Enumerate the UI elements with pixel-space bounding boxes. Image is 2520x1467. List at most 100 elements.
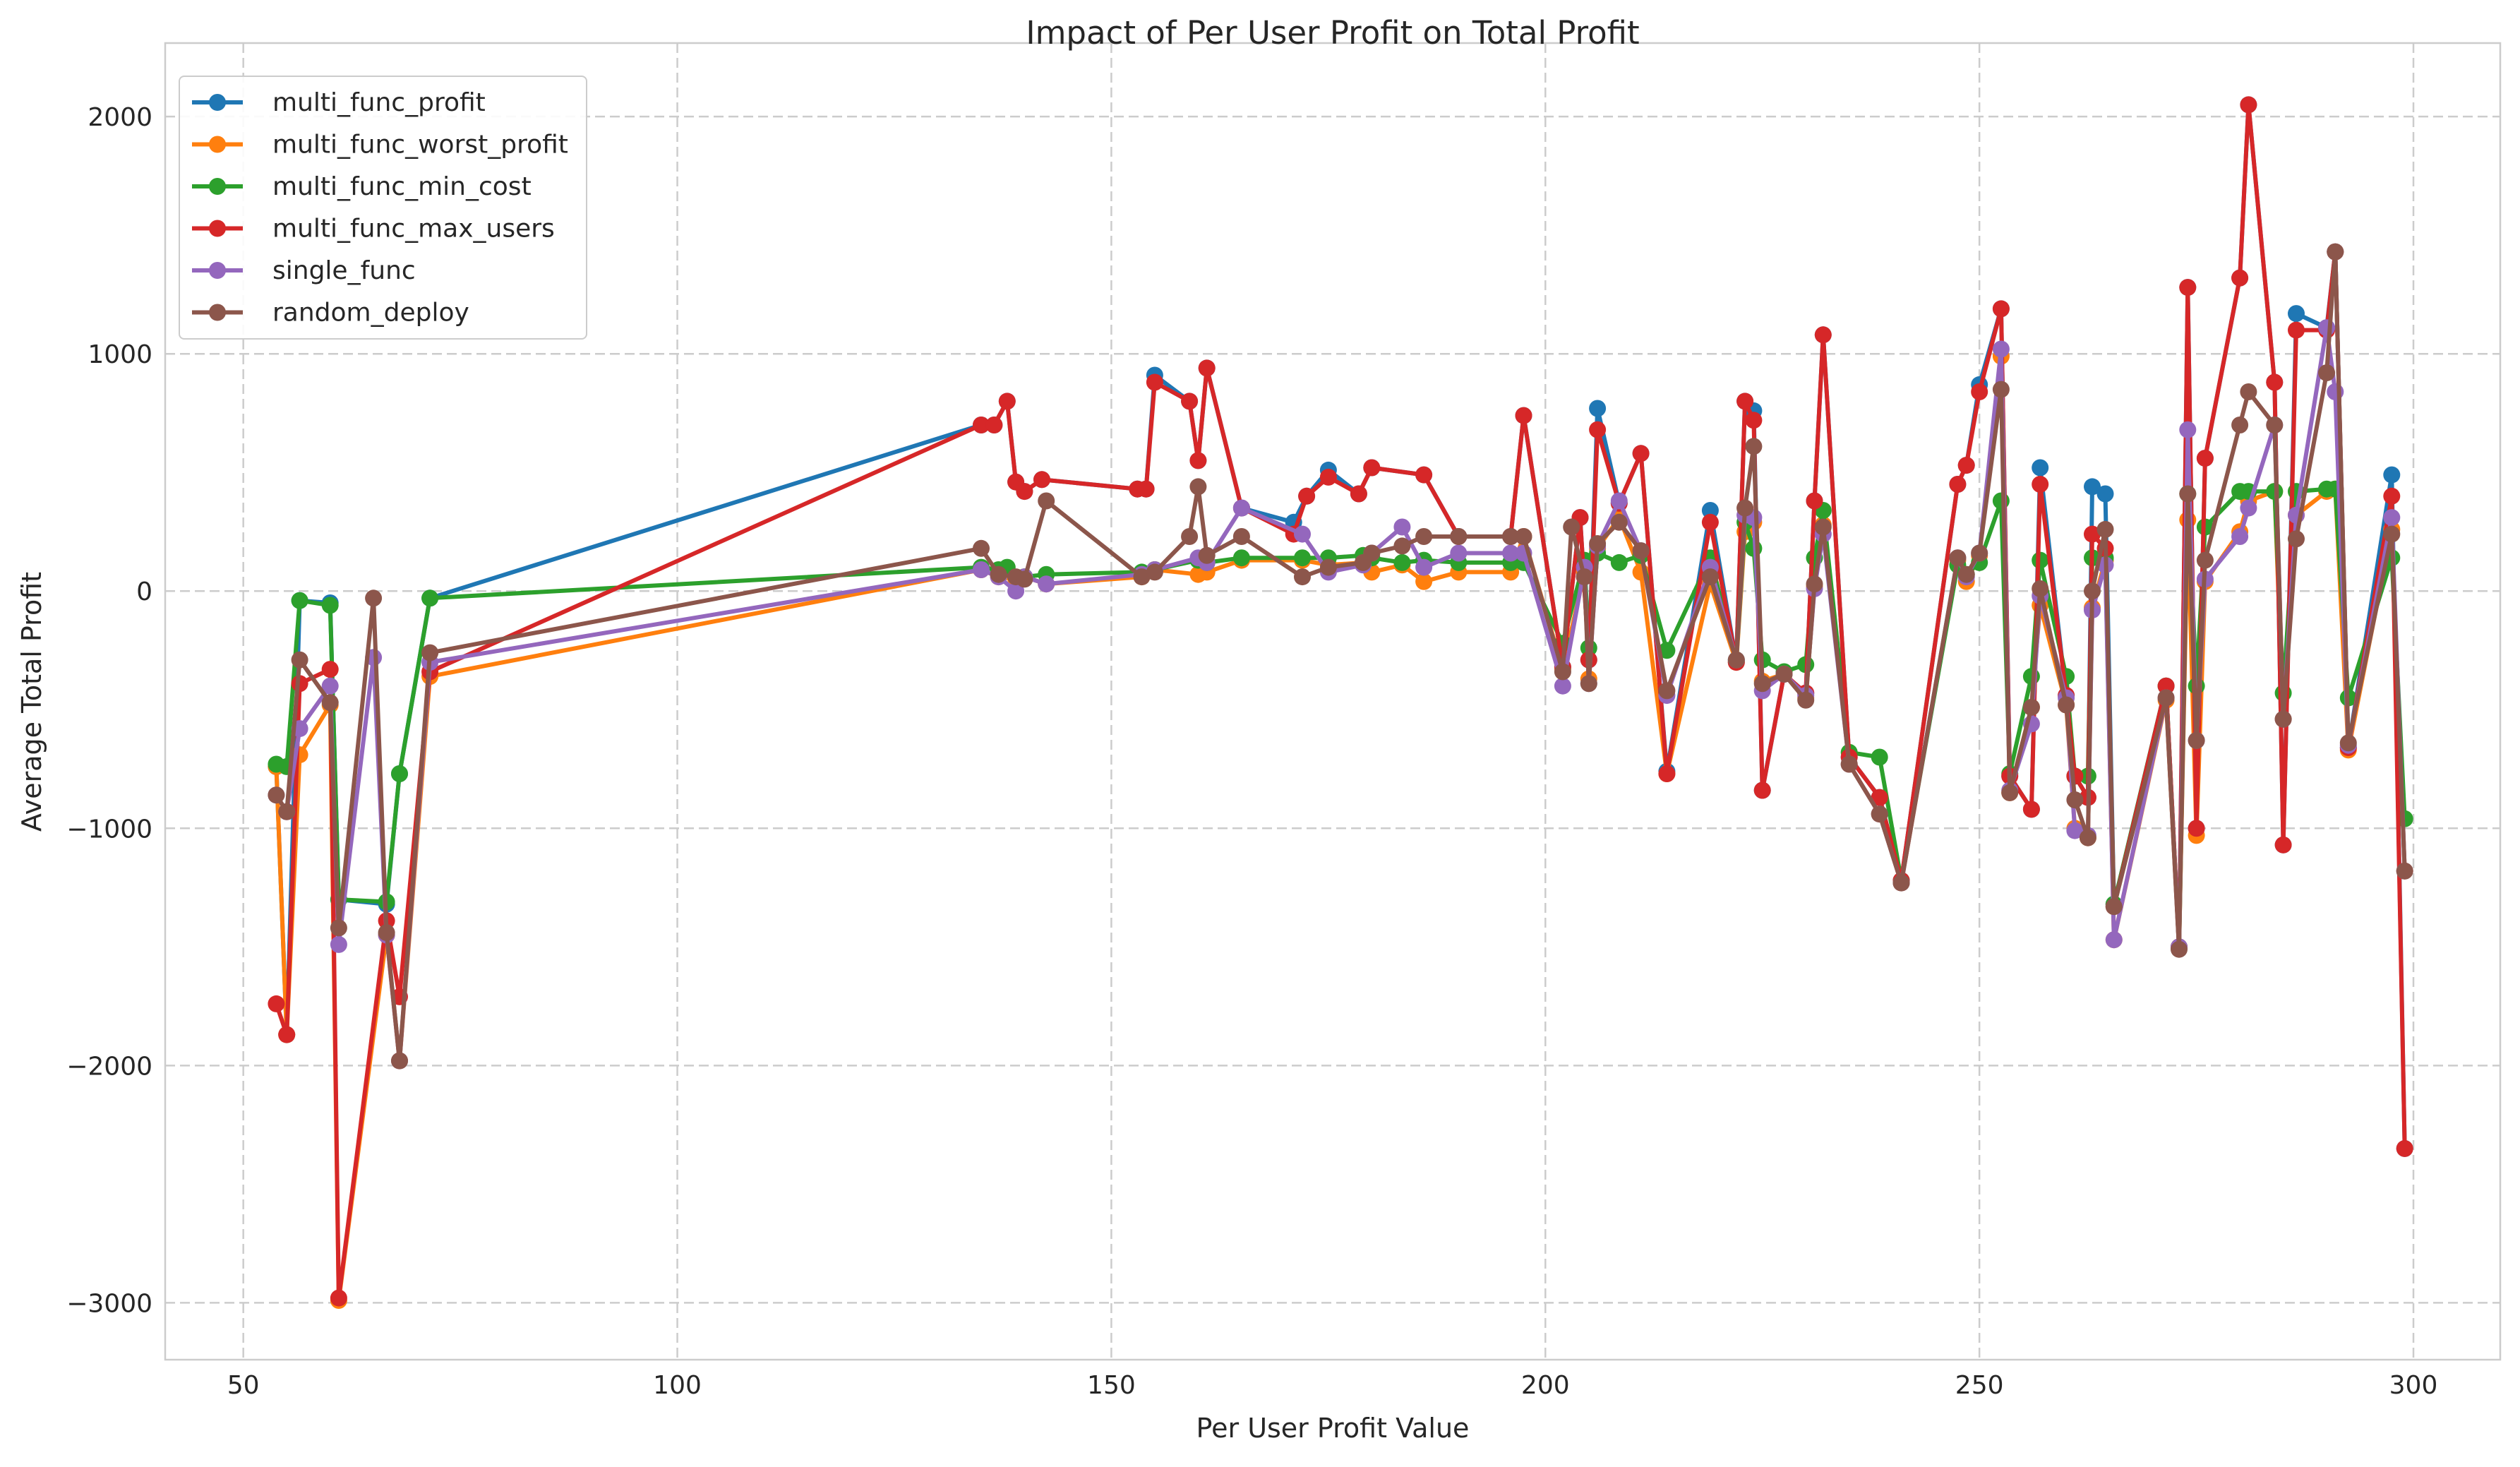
- data-point: [1949, 476, 1967, 493]
- data-point: [1363, 459, 1381, 477]
- data-point: [1319, 558, 1337, 576]
- data-point: [998, 393, 1016, 410]
- legend-label: multi_func_profit: [272, 88, 486, 117]
- data-point: [1181, 393, 1199, 410]
- data-point: [2079, 829, 2096, 846]
- legend-label: random_deploy: [272, 299, 469, 328]
- chart-title: Impact of Per User Profit on Total Profi…: [1026, 14, 1639, 52]
- data-point: [1992, 340, 2010, 358]
- data-point: [2179, 485, 2197, 503]
- data-point: [2196, 450, 2214, 467]
- data-point: [1033, 471, 1050, 489]
- data-point: [1745, 412, 1763, 429]
- legend-item: multi_func_profit: [192, 88, 486, 117]
- data-point: [321, 694, 339, 712]
- legend-items: multi_func_profit multi_func_worst_profit…: [192, 88, 568, 328]
- legend-swatch-marker: [209, 304, 226, 321]
- data-point: [2383, 525, 2401, 543]
- x-tick-label: 50: [227, 1371, 260, 1400]
- data-point: [1294, 549, 1311, 567]
- data-point: [973, 561, 990, 578]
- data-point: [2032, 476, 2049, 493]
- data-point: [2240, 499, 2257, 517]
- data-point: [2266, 417, 2284, 433]
- data-point: [2231, 269, 2249, 287]
- x-tick-label: 150: [1087, 1371, 1136, 1400]
- data-point: [2105, 898, 2123, 916]
- data-point: [1775, 665, 1793, 683]
- legend-item: multi_func_max_users: [192, 215, 555, 244]
- data-point: [2066, 791, 2084, 808]
- data-point: [2022, 698, 2040, 716]
- data-point: [1181, 528, 1199, 545]
- data-point: [2188, 731, 2205, 749]
- y-tick-label: 2000: [88, 103, 152, 132]
- data-point: [1658, 682, 1676, 700]
- legend-item: random_deploy: [192, 299, 469, 328]
- data-point: [1589, 400, 1607, 417]
- x-tick-label: 100: [653, 1371, 702, 1400]
- data-point: [973, 417, 990, 433]
- data-point: [278, 1026, 296, 1043]
- legend-swatch-marker: [209, 178, 226, 195]
- data-point: [1415, 466, 1433, 484]
- data-point: [1016, 483, 1033, 501]
- data-point: [2274, 836, 2292, 854]
- data-point: [1992, 300, 2010, 318]
- data-point: [1701, 513, 1719, 531]
- data-point: [1189, 478, 1207, 496]
- data-point: [2084, 525, 2101, 543]
- legend-swatch-marker: [209, 94, 226, 111]
- data-point: [1554, 663, 1571, 681]
- data-point: [1971, 383, 1988, 400]
- data-point: [2096, 485, 2114, 503]
- data-point: [2032, 459, 2049, 477]
- x-axis-label: Per User Profit Value: [1196, 1413, 1470, 1444]
- legend-item: multi_func_worst_profit: [192, 131, 568, 160]
- legend-frame: [179, 76, 587, 340]
- data-point: [1294, 525, 1311, 543]
- data-point: [1701, 502, 1719, 519]
- data-point: [2157, 689, 2175, 707]
- legend: multi_func_profit multi_func_worst_profit…: [179, 76, 587, 340]
- data-point: [2383, 487, 2401, 505]
- data-point: [2327, 243, 2344, 261]
- data-point: [1753, 675, 1771, 693]
- data-point: [1871, 806, 1888, 823]
- data-point: [1515, 407, 1532, 424]
- data-point: [1232, 549, 1250, 567]
- data-point: [1319, 468, 1337, 486]
- data-point: [1502, 544, 1520, 562]
- data-point: [2339, 734, 2357, 752]
- data-point: [1632, 542, 1650, 560]
- data-point: [391, 1052, 408, 1070]
- legend-label: single_func: [272, 256, 416, 285]
- legend-item: single_func: [192, 256, 416, 285]
- legend-label: multi_func_worst_profit: [272, 131, 568, 160]
- data-point: [2084, 582, 2101, 600]
- data-point: [1038, 492, 1055, 510]
- data-point: [2179, 279, 2197, 297]
- data-point: [1294, 568, 1311, 586]
- series-random_deploy: [268, 243, 2413, 1070]
- data-point: [1232, 499, 1250, 517]
- data-point: [1580, 675, 1597, 693]
- data-point: [1363, 544, 1381, 562]
- data-point: [2288, 305, 2305, 323]
- data-point: [1806, 575, 1823, 593]
- data-point: [1146, 373, 1163, 391]
- legend-swatch-marker: [209, 136, 226, 153]
- y-tick-label: −2000: [66, 1052, 152, 1081]
- data-point: [421, 644, 439, 661]
- data-point: [1137, 480, 1155, 498]
- data-point: [1589, 421, 1607, 438]
- data-point: [1502, 528, 1520, 545]
- data-point: [2066, 822, 2084, 839]
- data-point: [1415, 573, 1433, 590]
- data-point: [1610, 513, 1628, 531]
- legend-swatch-marker: [209, 262, 226, 279]
- x-tick-label: 300: [2389, 1371, 2438, 1400]
- data-point: [985, 417, 1003, 433]
